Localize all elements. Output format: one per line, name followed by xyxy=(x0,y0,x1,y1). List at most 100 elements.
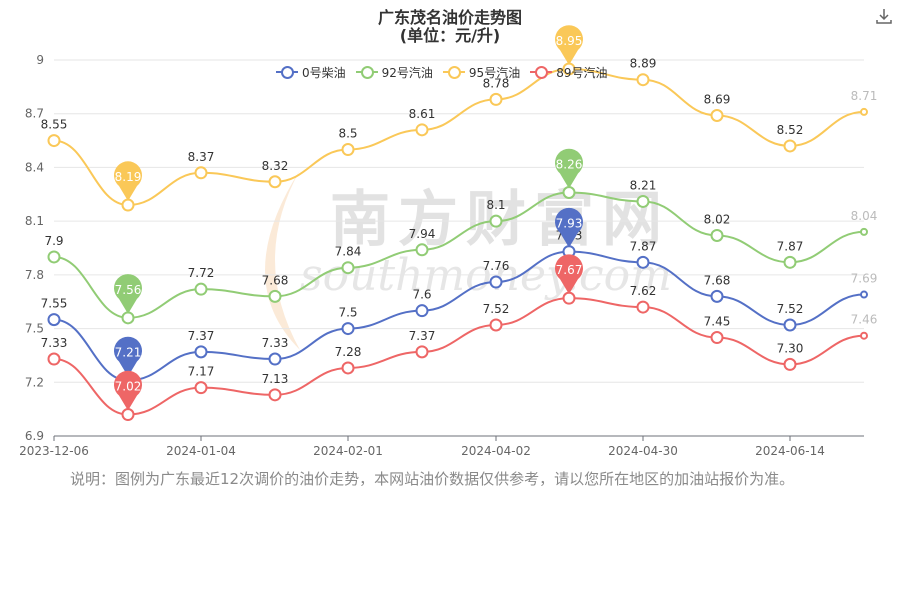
data-point[interactable] xyxy=(194,381,208,395)
y-tick-label: 8.4 xyxy=(25,160,44,174)
chart-subtitle-unit: (单位：元/升) xyxy=(399,26,501,45)
data-label: 7.72 xyxy=(188,266,215,280)
y-tick-label: 9 xyxy=(36,53,44,67)
data-point[interactable] xyxy=(860,331,868,340)
data-point[interactable] xyxy=(636,255,650,269)
data-point[interactable] xyxy=(860,227,868,236)
data-label: 7.37 xyxy=(188,329,215,343)
data-point[interactable] xyxy=(783,357,797,371)
data-point[interactable] xyxy=(489,214,503,228)
mark-pin: 8.95 xyxy=(555,25,583,65)
data-point[interactable] xyxy=(489,92,503,106)
legend-item[interactable]: 92号汽油 xyxy=(355,64,433,80)
legend-item[interactable]: 89号汽油 xyxy=(530,64,607,80)
legend-item[interactable]: 95号汽油 xyxy=(442,64,521,80)
data-label: 8.71 xyxy=(851,89,878,103)
data-point[interactable] xyxy=(47,313,61,327)
data-point[interactable] xyxy=(194,345,208,359)
data-point[interactable] xyxy=(415,123,429,137)
data-point[interactable] xyxy=(194,282,208,296)
mark-pin-label: 7.67 xyxy=(556,263,583,277)
mark-pin-label: 7.93 xyxy=(556,217,583,231)
data-point[interactable] xyxy=(47,352,61,366)
data-label: 7.17 xyxy=(188,365,215,379)
mark-pin: 8.19 xyxy=(114,161,142,202)
data-label: 7.52 xyxy=(777,302,804,316)
data-point[interactable] xyxy=(489,318,503,332)
data-point[interactable] xyxy=(710,109,724,123)
x-tick-label: 2024-02-01 xyxy=(313,444,383,458)
data-label: 8.32 xyxy=(262,159,289,173)
data-point[interactable] xyxy=(194,166,208,180)
data-label: 8.21 xyxy=(630,178,657,192)
data-point[interactable] xyxy=(268,352,282,366)
data-point[interactable] xyxy=(268,289,282,303)
mark-pin-label: 8.95 xyxy=(556,34,583,48)
data-point[interactable] xyxy=(636,300,650,314)
data-label: 7.5 xyxy=(338,306,357,320)
data-point[interactable] xyxy=(710,228,724,242)
mark-pin: 8.26 xyxy=(555,148,583,189)
download-icon[interactable] xyxy=(874,6,894,26)
data-point[interactable] xyxy=(268,388,282,402)
data-label: 8.55 xyxy=(41,118,68,132)
footnote: 说明：图例为广东最近12次调价的油价走势，本网站油价数据仅供参考，请以您所在地区… xyxy=(70,470,795,488)
data-point[interactable] xyxy=(268,175,282,189)
mark-pin-label: 8.19 xyxy=(115,170,142,184)
data-point[interactable] xyxy=(415,243,429,257)
data-label: 7.45 xyxy=(704,315,731,329)
data-point[interactable] xyxy=(47,134,61,148)
mark-pin-label: 7.21 xyxy=(115,345,142,359)
x-tick-label: 2024-04-02 xyxy=(461,444,531,458)
data-point[interactable] xyxy=(710,289,724,303)
data-label: 8.61 xyxy=(409,107,436,121)
data-point[interactable] xyxy=(121,408,135,422)
data-point[interactable] xyxy=(489,275,503,289)
legend-marker-icon xyxy=(442,65,465,79)
data-label: 7.62 xyxy=(630,284,657,298)
data-point[interactable] xyxy=(562,291,576,305)
data-point[interactable] xyxy=(47,250,61,264)
data-label: 7.87 xyxy=(630,239,657,253)
data-point[interactable] xyxy=(860,290,868,299)
data-point[interactable] xyxy=(415,304,429,318)
data-point[interactable] xyxy=(341,322,355,336)
y-tick-label: 7.5 xyxy=(25,322,44,336)
data-point[interactable] xyxy=(710,331,724,345)
y-tick-label: 7.2 xyxy=(25,375,44,389)
data-point[interactable] xyxy=(341,361,355,375)
x-tick-label: 2024-01-04 xyxy=(166,444,236,458)
data-point[interactable] xyxy=(121,198,135,212)
data-label: 7.13 xyxy=(262,372,289,386)
legend-label: 89号汽油 xyxy=(556,65,608,80)
line-chart: 6.9 7.2 7.5 7.8 8.1 8.4 8.7 9 2023-12-06 2024-01-… xyxy=(19,25,878,458)
data-label: 8.04 xyxy=(851,209,878,223)
data-point[interactable] xyxy=(860,107,868,116)
data-point[interactable] xyxy=(341,261,355,275)
legend-item[interactable]: 0号柴油 xyxy=(276,64,346,80)
data-point[interactable] xyxy=(783,318,797,332)
data-point[interactable] xyxy=(341,143,355,157)
data-point[interactable] xyxy=(415,345,429,359)
chart-title: 广东茂名油价走势图 xyxy=(377,8,522,27)
legend-marker-icon xyxy=(530,65,553,79)
data-point[interactable] xyxy=(121,311,135,325)
legend-marker-icon xyxy=(276,65,298,79)
legend-label: 95号汽油 xyxy=(468,65,521,80)
mark-pin-label: 8.26 xyxy=(556,157,583,171)
data-point[interactable] xyxy=(783,139,797,153)
data-point[interactable] xyxy=(562,185,576,199)
data-label: 8.89 xyxy=(630,57,657,71)
data-label: 8.78 xyxy=(483,76,510,90)
data-label: 7.55 xyxy=(41,297,68,311)
data-point[interactable] xyxy=(636,194,650,208)
data-label: 8.5 xyxy=(338,127,357,141)
x-tick-label: 2024-04-30 xyxy=(608,444,678,458)
data-label: 7.68 xyxy=(704,273,731,287)
series-line xyxy=(53,297,865,416)
data-label: 8.1 xyxy=(486,198,505,212)
y-tick-label: 7.8 xyxy=(25,268,44,282)
data-point[interactable] xyxy=(783,255,797,269)
data-point[interactable] xyxy=(636,73,650,87)
data-label: 8.37 xyxy=(188,150,215,164)
